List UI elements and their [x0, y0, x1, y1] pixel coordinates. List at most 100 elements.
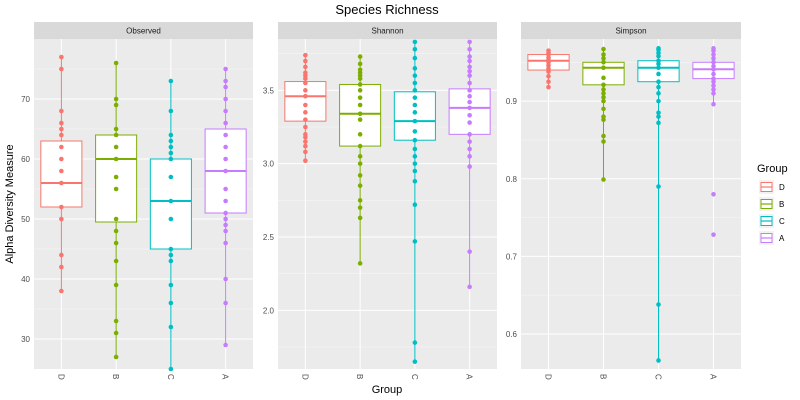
data-point: [223, 144, 228, 150]
legend-entry-c: C: [759, 214, 785, 228]
data-point: [412, 66, 418, 71]
data-point: [113, 96, 119, 102]
data-point: [601, 94, 606, 100]
y-tick-label: 50: [21, 215, 30, 224]
x-tick-label: C: [654, 374, 663, 380]
data-point: [656, 358, 661, 363]
data-point: [467, 46, 472, 52]
panel-simpson: Simpson 0.6 0.7 0.8 0.9 D B C A: [506, 22, 741, 380]
data-point: [546, 84, 551, 90]
data-point: [412, 80, 418, 86]
data-point: [656, 84, 661, 90]
data-point: [303, 80, 308, 86]
data-point: [168, 156, 174, 162]
legend-label: A: [779, 234, 785, 243]
data-point: [656, 120, 661, 126]
data-point: [601, 106, 606, 112]
data-point: [412, 102, 418, 108]
data-point: [467, 64, 472, 70]
data-point: [113, 186, 119, 192]
x-tick-label: B: [355, 374, 364, 379]
data-point: [711, 76, 716, 81]
strip-label-shannon: Shannon: [371, 27, 403, 36]
data-point: [357, 198, 363, 203]
data-point: [223, 300, 228, 306]
x-tick-label: A: [709, 374, 718, 380]
y-tick-label: 0.9: [506, 97, 518, 106]
box-iqr: [284, 81, 327, 122]
panel-background: [521, 39, 741, 369]
data-point: [223, 120, 228, 126]
y-tick-label: 0.6: [506, 330, 518, 339]
data-point: [711, 87, 716, 92]
data-point: [113, 354, 119, 360]
data-point: [601, 139, 606, 144]
data-point: [168, 138, 174, 144]
data-point: [656, 184, 661, 189]
data-point: [168, 216, 174, 222]
data-point: [357, 173, 363, 178]
data-point: [711, 232, 716, 237]
data-point: [303, 52, 308, 58]
facet-panels: Observed 30 40 50 60 70 D B C A Shannon 2.0 2.5 3.0 3.…: [21, 22, 741, 380]
data-point: [357, 88, 363, 93]
data-point: [357, 67, 363, 73]
x-tick-label: B: [111, 374, 120, 379]
data-point: [601, 177, 606, 182]
legend-label: C: [779, 217, 785, 226]
y-tick-label: 2.5: [263, 233, 275, 242]
data-point: [59, 168, 64, 174]
data-point: [412, 110, 418, 115]
data-point: [303, 102, 308, 108]
data-point: [711, 59, 716, 65]
data-point: [467, 249, 472, 254]
panel-observed: Observed 30 40 50 60 70 D B C A: [21, 22, 253, 380]
data-point: [168, 324, 174, 330]
data-point: [223, 198, 228, 204]
data-point: [223, 156, 228, 162]
box-shannon-a: [448, 39, 491, 290]
data-point: [467, 73, 472, 78]
strip-label-observed: Observed: [126, 27, 161, 36]
data-point: [711, 191, 716, 197]
data-point: [601, 56, 606, 61]
data-point: [223, 222, 228, 228]
data-point: [357, 117, 363, 122]
data-point: [601, 46, 606, 52]
data-point: [711, 56, 716, 61]
data-point: [168, 78, 174, 84]
data-point: [59, 264, 64, 270]
data-point: [223, 276, 228, 282]
data-point: [412, 359, 418, 364]
data-point: [412, 73, 418, 78]
data-point: [546, 73, 551, 79]
data-point: [601, 133, 606, 139]
box-observed-d: [40, 54, 83, 294]
data-point: [711, 83, 716, 88]
data-point: [412, 239, 418, 244]
data-point: [113, 156, 119, 162]
data-point: [113, 258, 119, 264]
box-simpson-d: [527, 48, 570, 90]
data-point: [601, 75, 606, 81]
data-point: [412, 137, 418, 143]
data-point: [303, 149, 308, 155]
data-point: [601, 98, 606, 104]
data-point: [711, 71, 716, 77]
data-point: [59, 216, 64, 222]
data-point: [601, 87, 606, 92]
data-point: [711, 63, 716, 69]
data-point: [303, 132, 308, 137]
data-point: [601, 114, 606, 119]
data-point: [412, 154, 418, 159]
data-point: [412, 95, 418, 100]
data-point: [113, 60, 119, 66]
data-point: [656, 98, 661, 104]
data-point: [59, 120, 64, 126]
data-point: [59, 288, 64, 294]
data-point: [357, 102, 363, 108]
data-point: [303, 117, 308, 122]
data-point: [467, 139, 472, 144]
y-tick-label: 70: [21, 95, 30, 104]
data-point: [467, 39, 472, 45]
